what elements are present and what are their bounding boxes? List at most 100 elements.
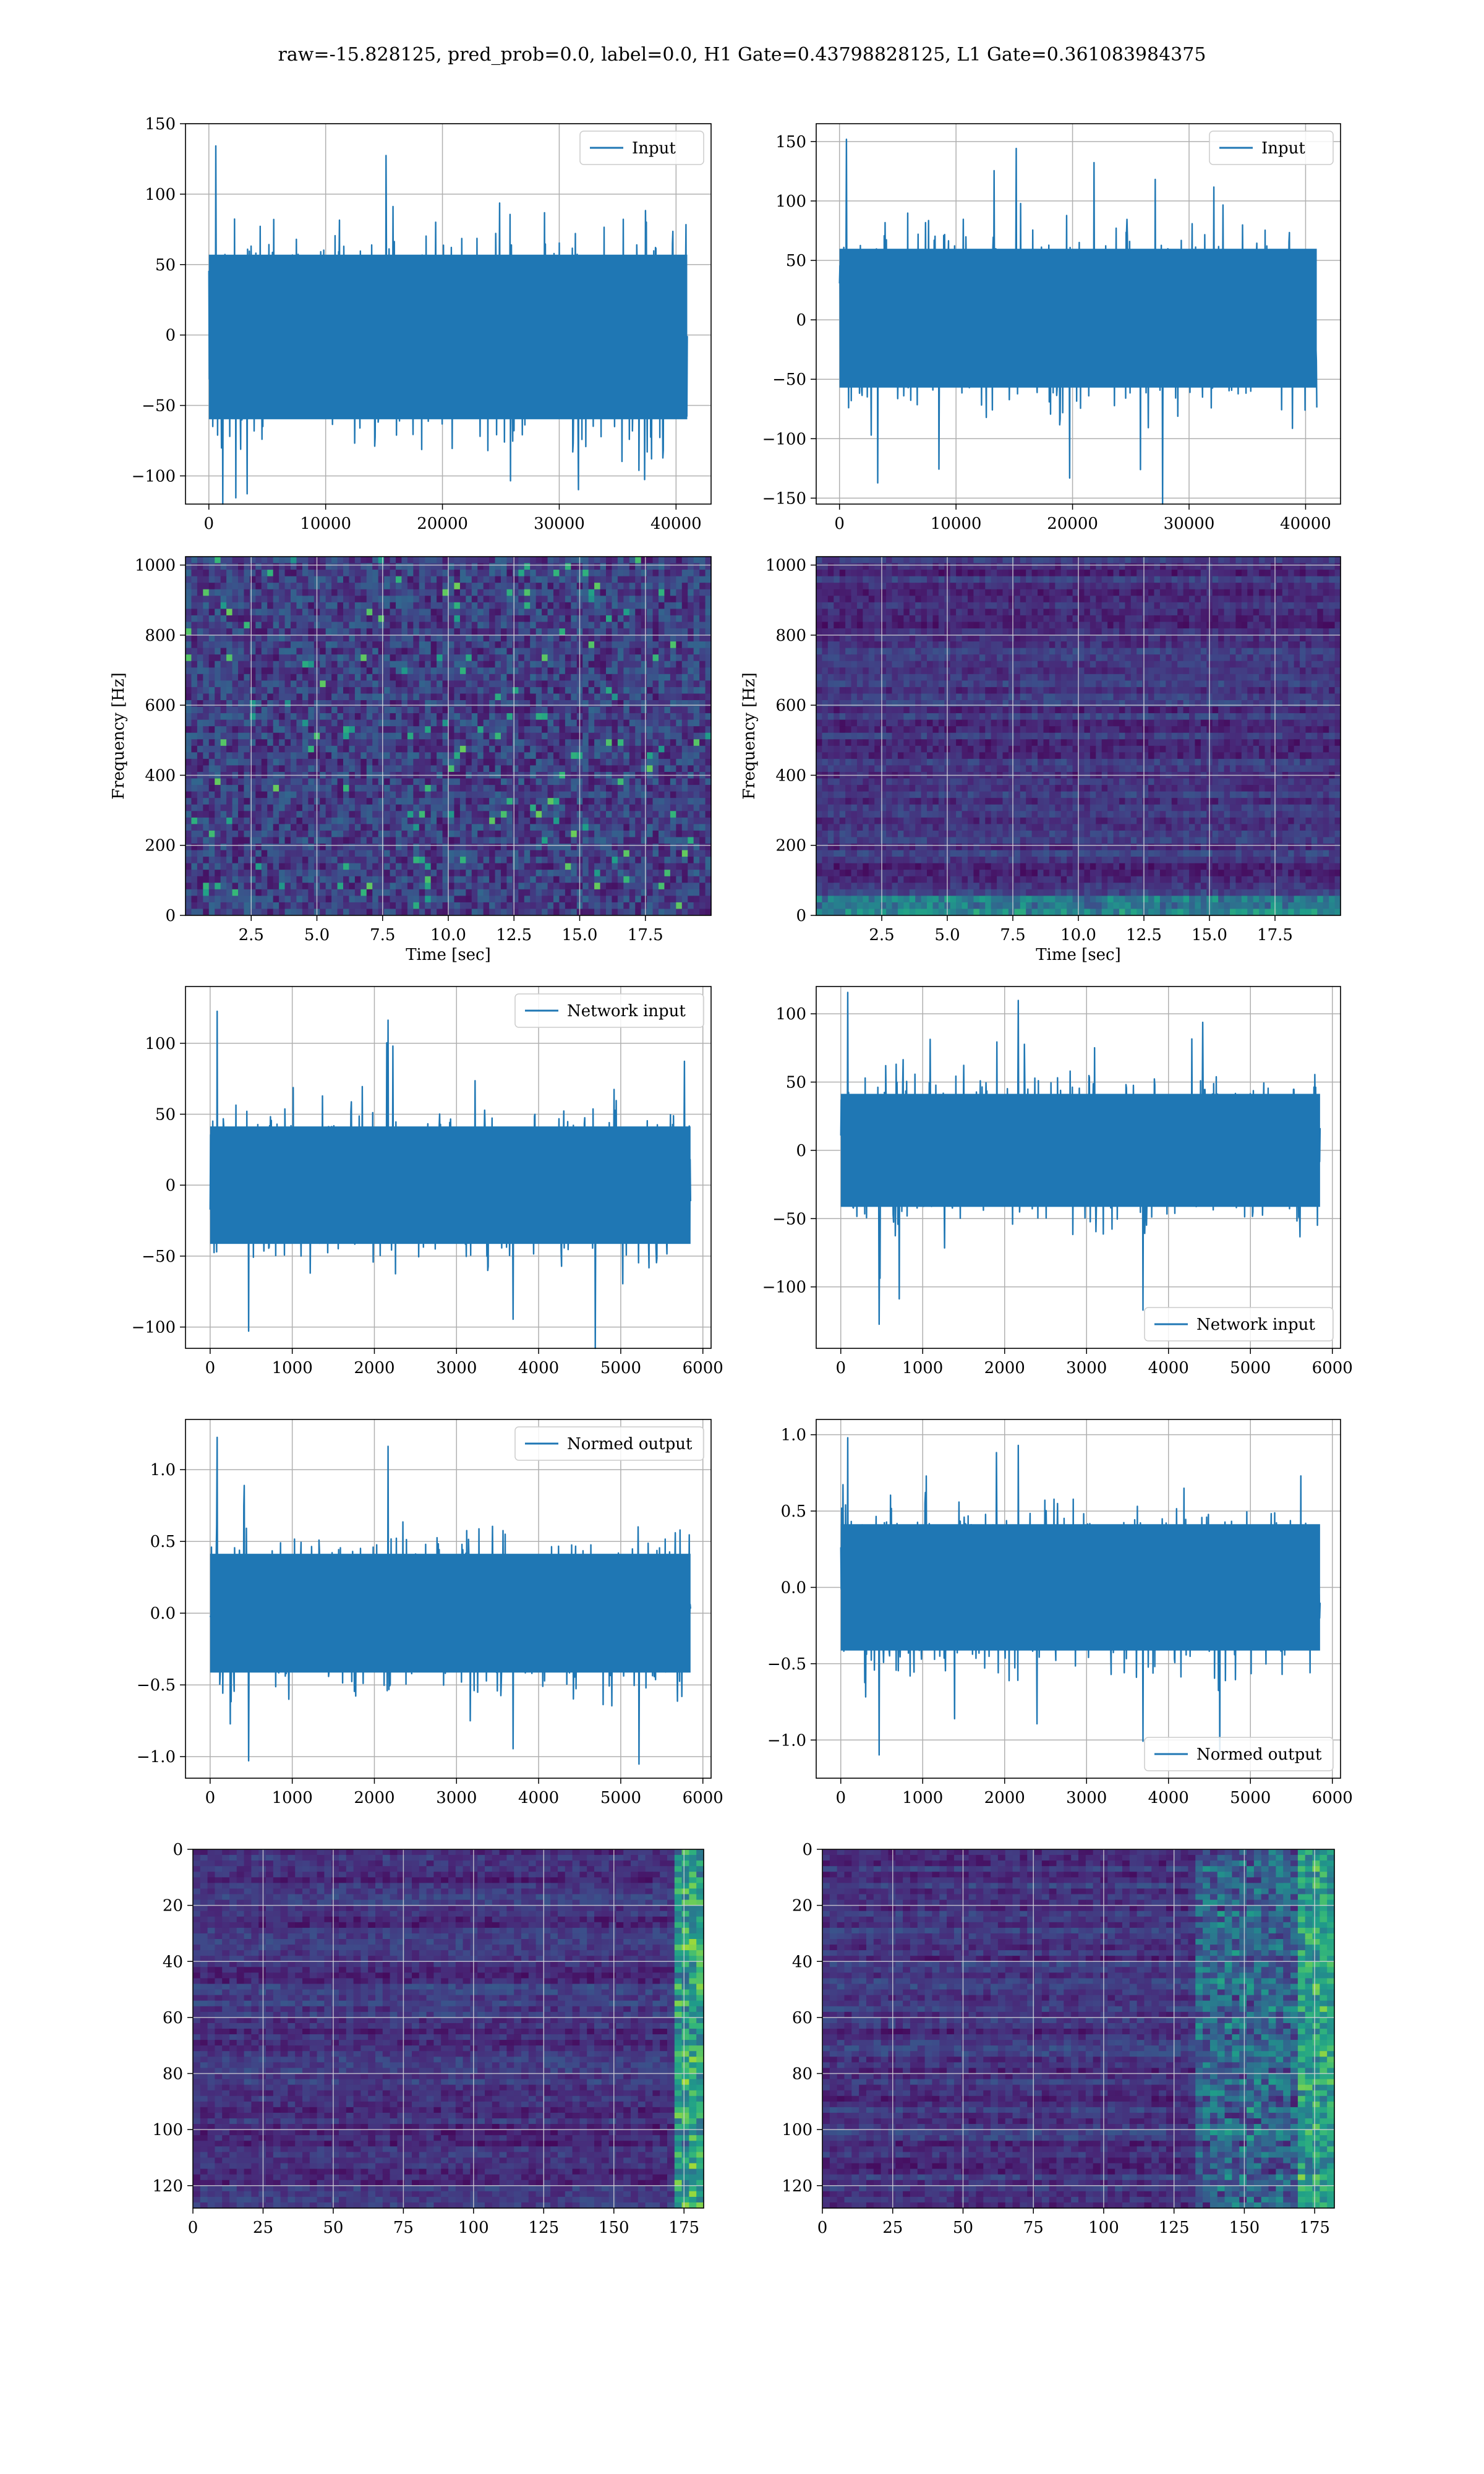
heatmap-cell [483,635,490,642]
heatmap-cell [659,602,665,609]
heatmap-cell [349,719,356,727]
heatmap-cell [693,811,700,818]
heatmap-cell [477,700,484,708]
heatmap-cell [571,693,578,701]
heatmap-cell [670,654,676,662]
heatmap-cell [659,641,665,649]
heatmap-cell [553,570,560,577]
heatmap-cell [396,850,403,857]
heatmap-cell [693,739,700,747]
heatmap-cell [471,602,478,609]
heatmap-cell [291,576,297,583]
heatmap-cell [284,628,291,636]
heatmap-cell [448,622,455,629]
heatmap-cell [232,804,239,811]
heatmap-cell [547,693,554,701]
heatmap-cell [331,609,338,616]
heatmap-cell [384,837,391,844]
heatmap-cell [390,680,396,688]
heatmap-cell [688,589,694,596]
heatmap-cell [302,667,309,675]
heatmap-cell [588,745,595,753]
heatmap-cell [197,909,203,916]
heatmap-cell [530,674,537,681]
heatmap-cell [606,596,613,603]
heatmap-cell [547,648,554,655]
heatmap-cell [343,570,350,577]
heatmap-cell [343,661,350,668]
heatmap-cell [659,557,665,564]
heatmap-cell [495,602,501,609]
heatmap-cell [489,902,496,910]
heatmap-cell [688,583,694,590]
heatmap-cell [670,857,676,864]
heatmap-cell [542,752,548,760]
heatmap-cell [244,602,250,609]
heatmap-cell [302,798,309,805]
heatmap-cell [641,700,647,708]
heatmap-cell [267,804,274,811]
heatmap-cell [676,596,683,603]
heatmap-cell [378,667,385,675]
heatmap-cell [506,661,513,668]
heatmap-cell [466,745,472,753]
heatmap-cell [535,609,542,616]
heatmap-cell [530,811,537,818]
heatmap-cell [208,830,215,838]
heatmap-cell [419,615,425,623]
heatmap-cell [244,667,250,675]
heatmap-cell [547,824,554,831]
heatmap-cell [606,674,613,681]
heatmap-cell [232,628,239,636]
heatmap-cell [594,602,601,609]
heatmap-cell [430,765,437,773]
heatmap-cell [565,804,571,811]
heatmap-cell [705,628,712,636]
heatmap-cell [647,830,654,838]
heatmap-cell [501,589,508,596]
heatmap-cell [320,576,326,583]
heatmap-cell [413,902,420,910]
heatmap-cell [495,752,501,760]
heatmap-cell [506,752,513,760]
heatmap-cell [325,758,332,766]
heatmap-cell [208,883,215,890]
heatmap-cell [372,674,379,681]
heatmap-cell [226,570,233,577]
heatmap-cell [203,804,210,811]
heatmap-cell [501,680,508,688]
heatmap-cell [279,576,286,583]
heatmap-cell [571,889,578,896]
heatmap-cell [524,883,531,890]
heatmap-cell [530,628,537,636]
heatmap-cell [582,576,589,583]
heatmap-cell [343,589,350,596]
heatmap-cell [635,602,642,609]
heatmap-cell [635,837,642,844]
heatmap-cell [425,876,432,883]
heatmap-cell [617,732,624,740]
heatmap-cell [606,745,613,753]
heatmap-cell [255,844,262,851]
heatmap-cell [471,635,478,642]
heatmap-cell [518,850,525,857]
heatmap-cell [664,726,671,734]
heatmap-cell [501,609,508,616]
heatmap-cell [366,902,373,910]
heatmap-cell [197,654,203,662]
heatmap-cell [571,883,578,890]
heatmap-cell [459,609,466,616]
heatmap-cell [623,902,630,910]
heatmap-cell [535,857,542,864]
heatmap-cell [191,870,198,877]
heatmap-cell [337,889,344,896]
heatmap-cell [518,654,525,662]
heatmap-cell [617,896,624,903]
heatmap-cell [197,726,203,734]
heatmap-cell [343,713,350,721]
heatmap-cell [401,745,408,753]
heatmap-cell [477,661,484,668]
heatmap-cell [425,758,432,766]
heatmap-cell [208,602,215,609]
